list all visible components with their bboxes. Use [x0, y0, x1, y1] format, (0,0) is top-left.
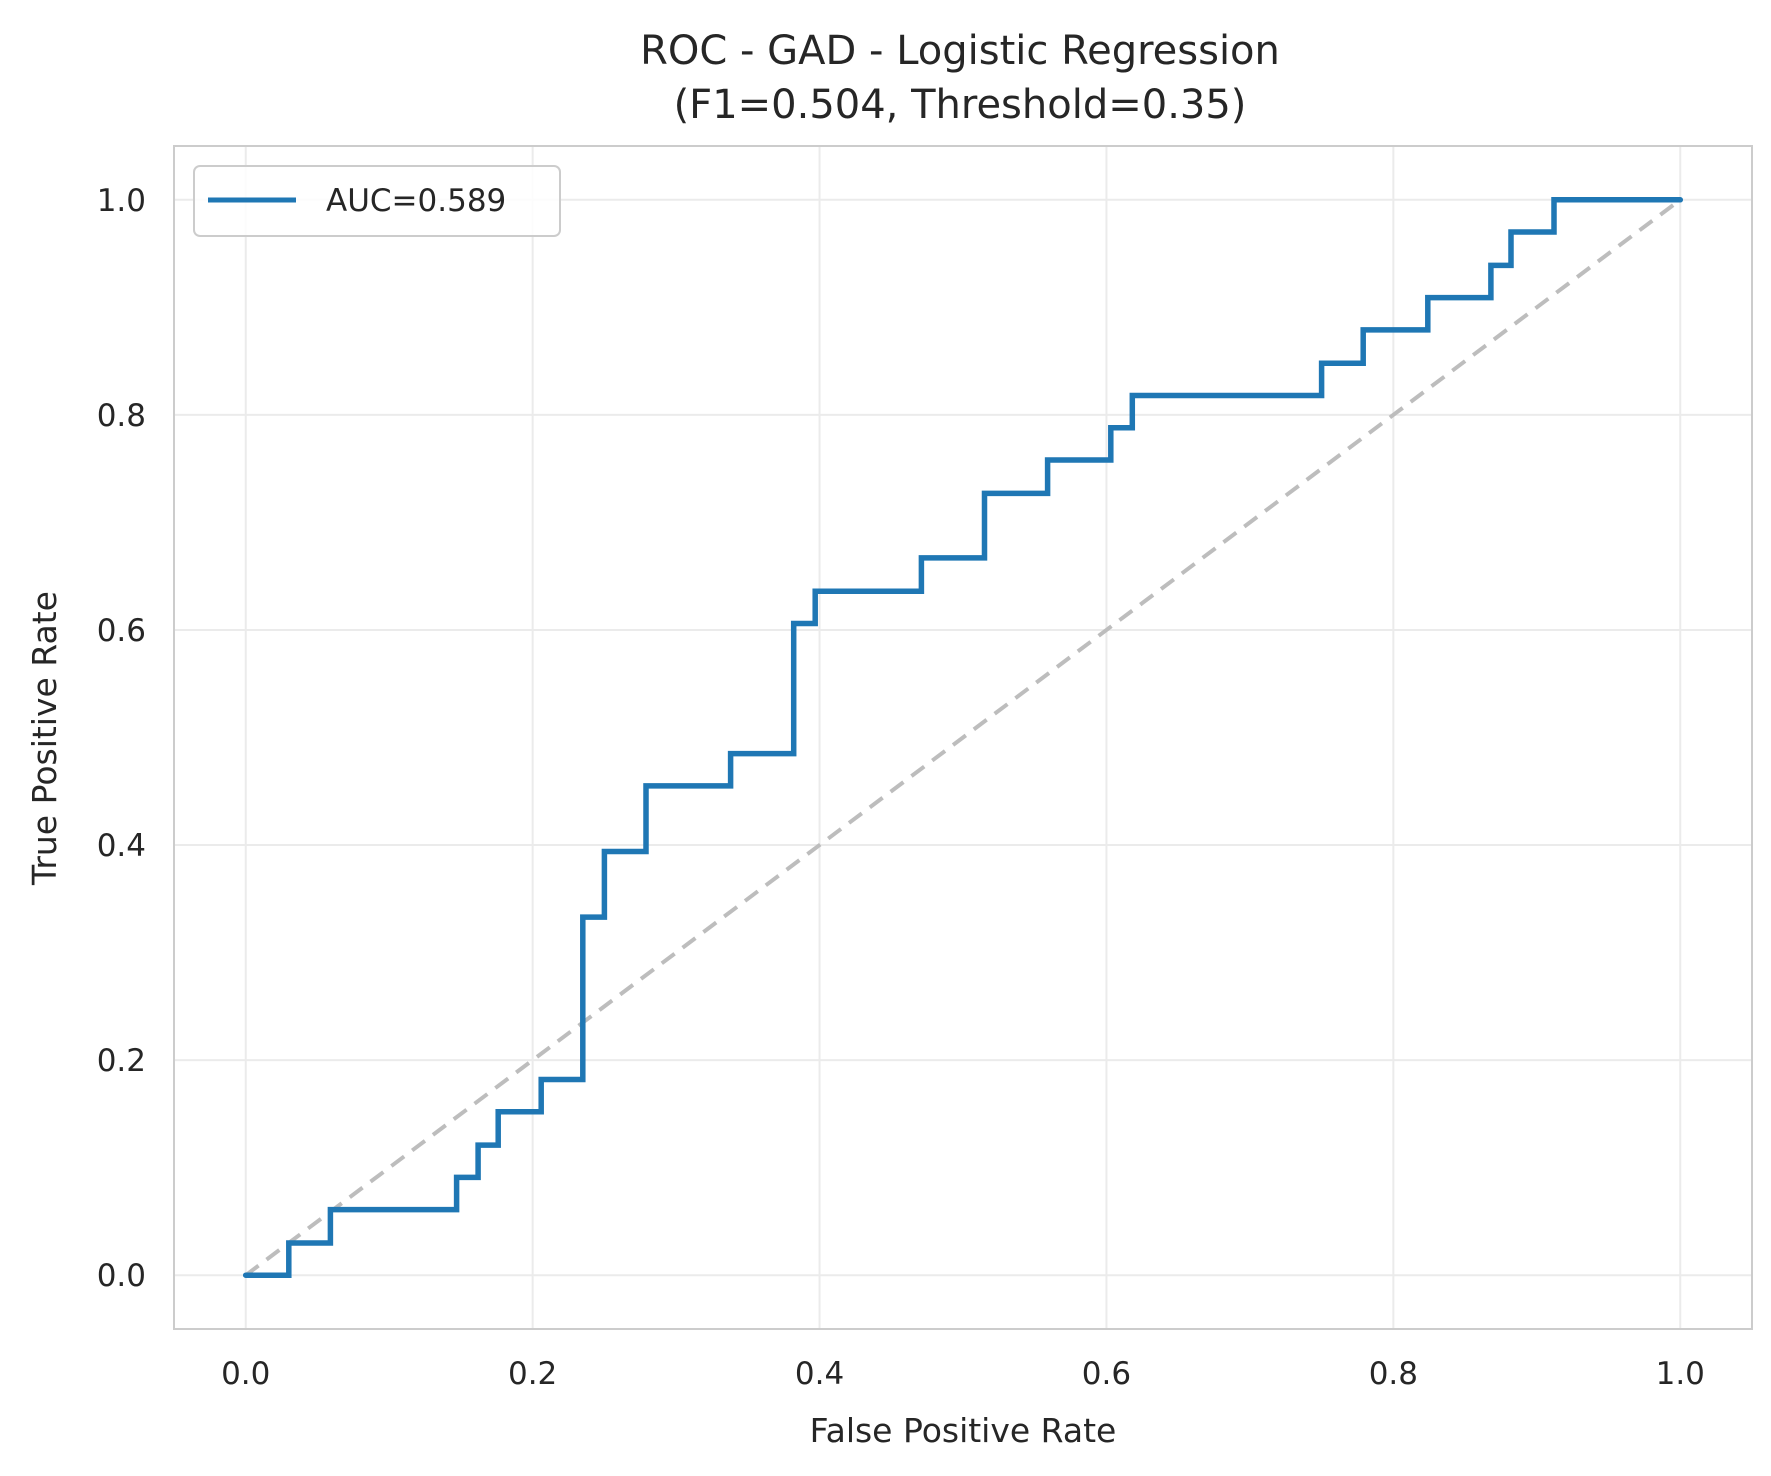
x-tick-label: 1.0	[1656, 1356, 1705, 1392]
x-tick-labels: 0.0 0.2 0.4 0.6 0.8 1.0	[221, 1356, 1705, 1392]
chart-title-line2: (F1=0.504, Threshold=0.35)	[674, 82, 1247, 128]
x-tick-label: 0.2	[508, 1356, 557, 1392]
y-tick-label: 1.0	[97, 183, 146, 219]
roc-series	[242, 197, 1684, 1278]
x-tick-label: 0.0	[221, 1356, 270, 1392]
legend: AUC=0.589	[193, 165, 561, 237]
reference-diagonal	[244, 198, 1682, 1277]
y-tick-labels: 0.0 0.2 0.4 0.6 0.8 1.0	[97, 183, 146, 1294]
roc-curve	[242, 197, 1684, 1278]
y-tick-label: 0.8	[97, 398, 146, 434]
x-tick-label: 0.8	[1369, 1356, 1418, 1392]
chart-title-line1: ROC - GAD - Logistic Regression	[640, 28, 1280, 74]
y-tick-label: 0.4	[97, 828, 146, 864]
y-axis-label: True Positive Rate	[25, 591, 64, 886]
x-axis-label: False Positive Rate	[810, 1411, 1117, 1450]
plot-frame	[173, 145, 1753, 1330]
gridlines	[174, 146, 1752, 1329]
legend-label: AUC=0.589	[326, 183, 506, 219]
x-tick-label: 0.6	[1082, 1356, 1131, 1392]
x-tick-label: 0.4	[795, 1356, 844, 1392]
y-tick-label: 0.0	[97, 1258, 146, 1294]
y-tick-label: 0.2	[97, 1043, 146, 1079]
y-tick-label: 0.6	[97, 613, 146, 649]
legend-box	[193, 165, 561, 237]
reference-line	[244, 198, 1682, 1277]
